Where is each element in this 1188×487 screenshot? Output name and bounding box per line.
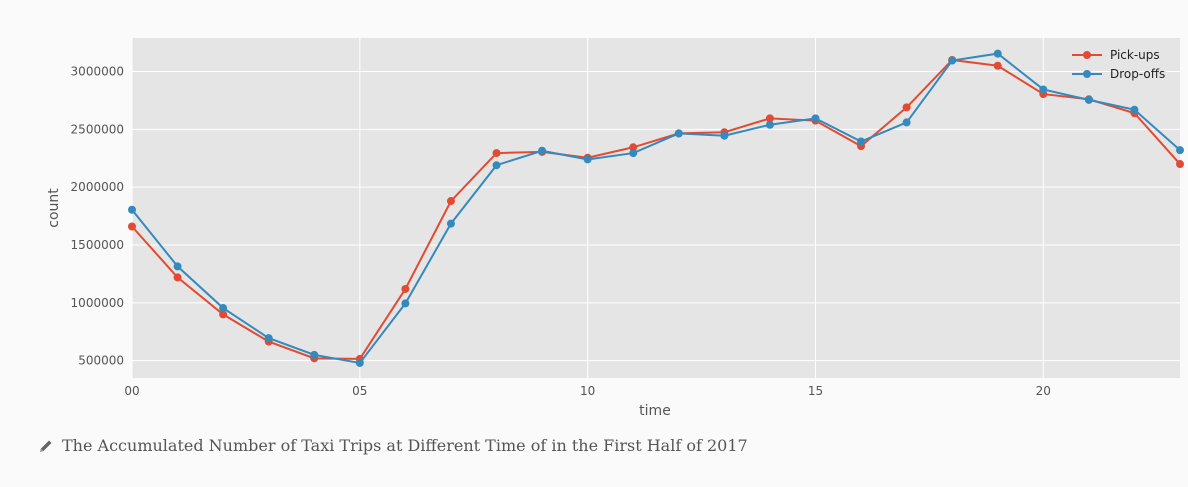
data-point: [219, 304, 228, 313]
series-line: [131, 58, 1181, 360]
data-point: [1176, 146, 1184, 155]
data-point: [173, 273, 182, 282]
data-point: [1039, 85, 1048, 94]
series-line: [131, 52, 1181, 365]
data-point: [1084, 95, 1093, 104]
y-tick-label: 2500000: [71, 122, 124, 136]
data-point: [948, 56, 957, 65]
data-point: [128, 222, 136, 231]
legend: Pick-ups Drop-offs: [1072, 48, 1165, 81]
data-point: [264, 334, 273, 343]
data-point: [674, 129, 683, 138]
data-point: [993, 61, 1002, 70]
data-point: [538, 146, 547, 155]
data-point: [173, 262, 182, 271]
x-axis-label: time: [639, 403, 671, 419]
data-point: [1130, 105, 1139, 114]
x-tick-label: 10: [580, 384, 595, 398]
data-point: [765, 120, 774, 129]
figure-caption: The Accumulated Number of Taxi Trips at …: [38, 436, 748, 455]
legend-label: Pick-ups: [1110, 48, 1160, 62]
x-tick-label: 05: [352, 384, 367, 398]
series-drop-offs: [128, 49, 1184, 367]
data-point: [128, 205, 136, 214]
x-tick-label: 00: [124, 384, 139, 398]
pencil-icon: [40, 440, 52, 452]
data-point: [811, 114, 820, 123]
y-tick-label: 2000000: [71, 180, 124, 194]
y-axis-label: count: [46, 188, 62, 228]
series-group: [128, 49, 1184, 367]
data-point: [583, 155, 592, 164]
data-point: [720, 131, 729, 140]
x-tick-label: 20: [1036, 384, 1051, 398]
caption-text: The Accumulated Number of Taxi Trips at …: [62, 436, 748, 455]
data-point: [902, 118, 911, 127]
y-tick-label: 3000000: [71, 65, 124, 79]
data-point: [902, 103, 911, 112]
data-point: [993, 49, 1002, 58]
legend-marker: [1083, 70, 1091, 78]
data-point: [310, 350, 319, 359]
data-point: [492, 161, 501, 170]
data-point: [219, 310, 228, 319]
plot-background: [132, 38, 1180, 378]
legend-marker: [1083, 51, 1091, 59]
data-point: [446, 197, 455, 206]
grid-lines: [131, 38, 1180, 378]
data-point: [857, 137, 866, 146]
data-point: [401, 299, 410, 308]
data-point: [446, 219, 455, 228]
y-tick-label: 1500000: [71, 238, 124, 252]
data-point: [765, 114, 774, 123]
data-point: [355, 358, 364, 367]
line-chart: 00 05 10 15 20 500000 1000000 1500000 2000000 25…: [46, 38, 1184, 419]
data-point: [1176, 160, 1184, 169]
data-point: [629, 149, 638, 158]
x-tick-label: 15: [808, 384, 823, 398]
y-tick-label: 1000000: [71, 296, 124, 310]
legend-label: Drop-offs: [1110, 67, 1165, 81]
x-tick-labels: 00 05 10 15 20: [124, 384, 1051, 398]
data-point: [492, 149, 501, 158]
y-tick-labels: 500000 1000000 1500000 2000000 2500000 300000…: [71, 65, 124, 368]
y-tick-label: 500000: [78, 354, 124, 368]
data-point: [401, 284, 410, 293]
data-point: [629, 143, 638, 152]
